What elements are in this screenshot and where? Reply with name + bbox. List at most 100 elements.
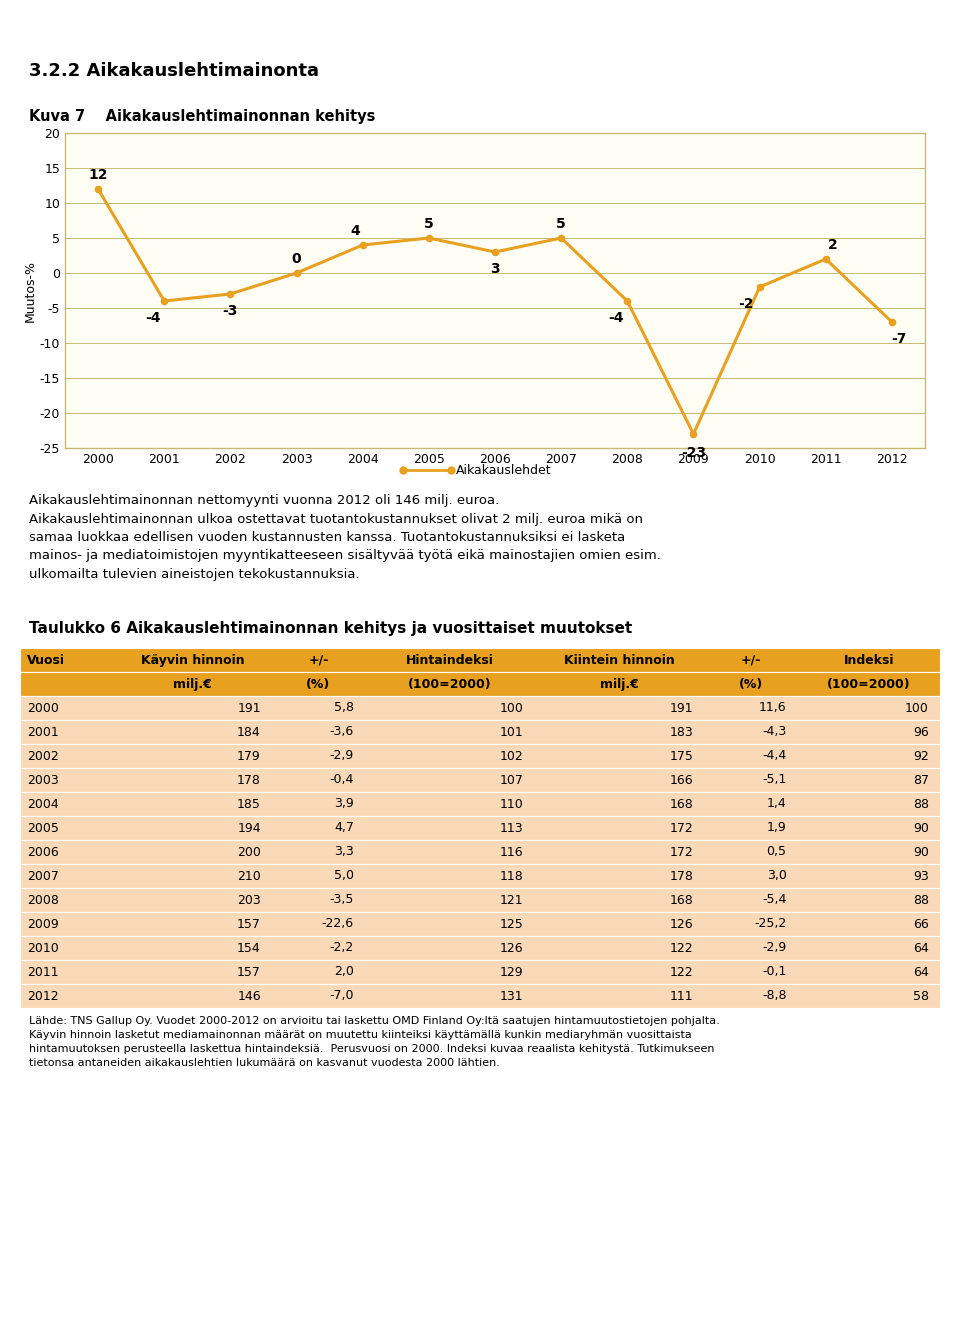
Text: 3,0: 3,0 xyxy=(767,870,786,883)
Text: 184: 184 xyxy=(237,725,261,738)
Text: -25,2: -25,2 xyxy=(755,918,786,931)
Text: -7: -7 xyxy=(891,332,906,345)
Text: 126: 126 xyxy=(500,942,524,955)
Text: -0,4: -0,4 xyxy=(329,773,354,786)
Text: -4: -4 xyxy=(145,311,161,324)
Text: 122: 122 xyxy=(670,942,693,955)
Text: 107: 107 xyxy=(500,773,524,786)
Text: 157: 157 xyxy=(237,918,261,931)
Text: 122: 122 xyxy=(670,965,693,979)
Text: 1,4: 1,4 xyxy=(767,798,786,810)
Text: 178: 178 xyxy=(670,870,693,883)
Text: 4: 4 xyxy=(350,224,361,238)
Text: 90: 90 xyxy=(913,846,929,858)
Text: 191: 191 xyxy=(670,701,693,714)
Text: 100: 100 xyxy=(905,701,929,714)
Text: 64: 64 xyxy=(913,942,929,955)
Text: -5,4: -5,4 xyxy=(762,894,786,907)
Text: 175: 175 xyxy=(670,749,693,762)
Text: 146: 146 xyxy=(237,989,261,1003)
Bar xyxy=(20,984,940,1008)
Text: -2,2: -2,2 xyxy=(329,942,354,955)
Text: 118: 118 xyxy=(500,870,524,883)
Text: -3,5: -3,5 xyxy=(329,894,354,907)
Text: -22,6: -22,6 xyxy=(322,918,354,931)
Text: -23: -23 xyxy=(681,446,706,461)
Text: 2011: 2011 xyxy=(27,965,59,979)
Text: Kiintein hinnoin: Kiintein hinnoin xyxy=(564,653,675,667)
Text: 157: 157 xyxy=(237,965,261,979)
Text: 64: 64 xyxy=(913,965,929,979)
Text: 172: 172 xyxy=(670,822,693,834)
Text: 2009: 2009 xyxy=(27,918,60,931)
Text: 5: 5 xyxy=(424,216,434,231)
Text: 126: 126 xyxy=(670,918,693,931)
Text: 2006: 2006 xyxy=(27,846,60,858)
Text: 121: 121 xyxy=(500,894,524,907)
Text: (100=2000): (100=2000) xyxy=(408,677,492,691)
Text: Aikakauslehdet: Aikakauslehdet xyxy=(456,463,552,477)
Text: 88: 88 xyxy=(913,894,929,907)
Bar xyxy=(20,960,940,984)
Bar xyxy=(20,888,940,912)
Text: 185: 185 xyxy=(237,798,261,810)
Text: -5,1: -5,1 xyxy=(762,773,786,786)
Text: 5,0: 5,0 xyxy=(334,870,354,883)
Text: -8,8: -8,8 xyxy=(762,989,786,1003)
Text: 111: 111 xyxy=(670,989,693,1003)
Text: 58: 58 xyxy=(913,989,929,1003)
Text: 166: 166 xyxy=(670,773,693,786)
Text: 113: 113 xyxy=(500,822,524,834)
Text: 2005: 2005 xyxy=(27,822,60,834)
Text: 96: 96 xyxy=(913,725,929,738)
Text: 168: 168 xyxy=(670,798,693,810)
Text: -0,1: -0,1 xyxy=(762,965,786,979)
Text: 102: 102 xyxy=(500,749,524,762)
Text: 3,3: 3,3 xyxy=(334,846,354,858)
Text: 194: 194 xyxy=(237,822,261,834)
Bar xyxy=(20,720,940,744)
Text: 191: 191 xyxy=(237,701,261,714)
Text: 3: 3 xyxy=(491,262,500,276)
Text: (%): (%) xyxy=(306,677,330,691)
Text: 66: 66 xyxy=(913,918,929,931)
Text: -7,0: -7,0 xyxy=(329,989,354,1003)
Text: 2: 2 xyxy=(828,238,837,252)
Text: milj.€: milj.€ xyxy=(173,677,212,691)
Text: 2001: 2001 xyxy=(27,725,60,738)
Text: -3: -3 xyxy=(223,304,238,317)
Text: 203: 203 xyxy=(237,894,261,907)
Text: Kuva 7    Aikakauslehtimainonnan kehitys: Kuva 7 Aikakauslehtimainonnan kehitys xyxy=(29,109,375,125)
Text: 87: 87 xyxy=(913,773,929,786)
Text: -2,9: -2,9 xyxy=(762,942,786,955)
Text: 2002: 2002 xyxy=(27,749,60,762)
Text: -3,6: -3,6 xyxy=(329,725,354,738)
Bar xyxy=(20,791,940,815)
Bar xyxy=(20,744,940,768)
Text: Hintaindeksi: Hintaindeksi xyxy=(406,653,493,667)
Text: 1,9: 1,9 xyxy=(767,822,786,834)
Text: 2004: 2004 xyxy=(27,798,60,810)
Text: 12: 12 xyxy=(88,169,108,182)
Text: 3,9: 3,9 xyxy=(334,798,354,810)
Text: 88: 88 xyxy=(913,798,929,810)
Text: -2: -2 xyxy=(738,296,754,311)
Text: 101: 101 xyxy=(500,725,524,738)
Bar xyxy=(20,865,940,888)
Y-axis label: Muutos-%: Muutos-% xyxy=(24,259,37,321)
Text: 93: 93 xyxy=(913,870,929,883)
Text: 2007: 2007 xyxy=(27,870,60,883)
Text: 2010: 2010 xyxy=(27,942,60,955)
Text: 11,6: 11,6 xyxy=(759,701,786,714)
Text: 0: 0 xyxy=(292,252,301,266)
Text: 2008: 2008 xyxy=(27,894,60,907)
Text: 172: 172 xyxy=(670,846,693,858)
Text: 5,8: 5,8 xyxy=(334,701,354,714)
Text: 210: 210 xyxy=(237,870,261,883)
Text: 100: 100 xyxy=(500,701,524,714)
Text: +/-: +/- xyxy=(741,653,761,667)
Text: 2,0: 2,0 xyxy=(334,965,354,979)
Text: 2003: 2003 xyxy=(27,773,60,786)
Text: (%): (%) xyxy=(739,677,763,691)
Text: 183: 183 xyxy=(670,725,693,738)
